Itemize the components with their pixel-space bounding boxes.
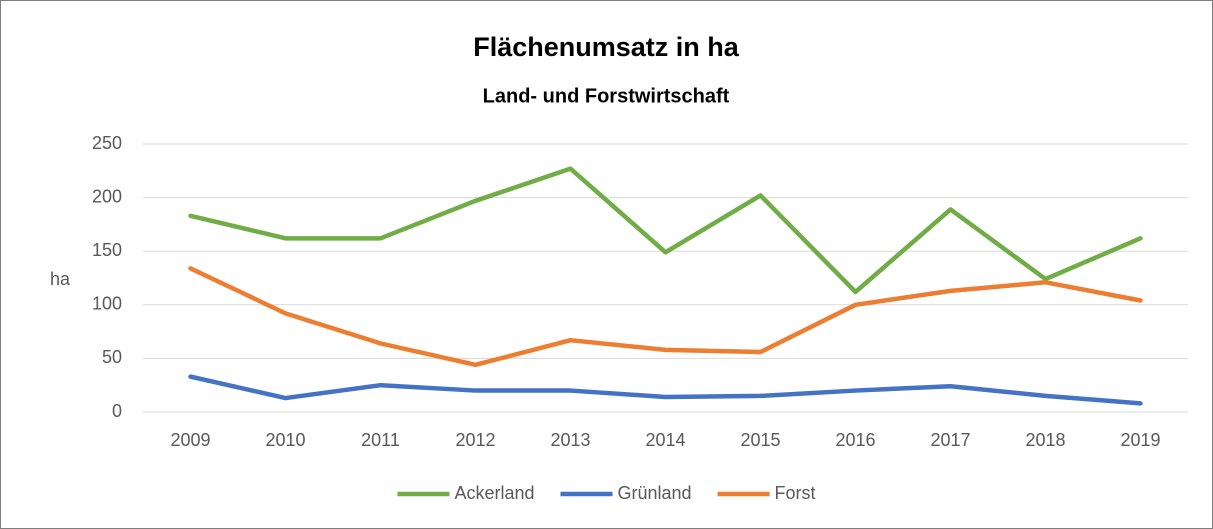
series-line (188, 266, 1143, 368)
x-tick-label: 2018 (1025, 430, 1065, 450)
x-tick-label: 2016 (835, 430, 875, 450)
y-tick-label: 100 (92, 294, 122, 314)
y-tick-label: 50 (102, 347, 122, 367)
y-axis-label: ha (50, 269, 71, 289)
x-tick-label: 2013 (550, 430, 590, 450)
x-tick-label: 2017 (930, 430, 970, 450)
y-tick-label: 0 (112, 401, 122, 421)
series-line (188, 166, 1143, 295)
x-tick-label: 2009 (170, 430, 210, 450)
x-tick-label: 2010 (265, 430, 305, 450)
x-tick-label: 2015 (740, 430, 780, 450)
y-tick-label: 250 (92, 133, 122, 153)
legend-label: Forst (775, 483, 816, 503)
x-tick-label: 2019 (1120, 430, 1160, 450)
chart-title: Flächenumsatz in ha (473, 32, 740, 62)
x-tick-label: 2014 (645, 430, 685, 450)
legend-label: Ackerland (454, 483, 534, 503)
chart-subtitle: Land- und Forstwirtschaft (483, 85, 730, 107)
legend-label: Grünland (617, 483, 691, 503)
y-tick-label: 200 (92, 186, 122, 206)
series-line (188, 374, 1143, 406)
x-tick-label: 2011 (361, 430, 400, 450)
y-tick-label: 150 (92, 240, 122, 260)
x-tick-label: 2012 (455, 430, 495, 450)
